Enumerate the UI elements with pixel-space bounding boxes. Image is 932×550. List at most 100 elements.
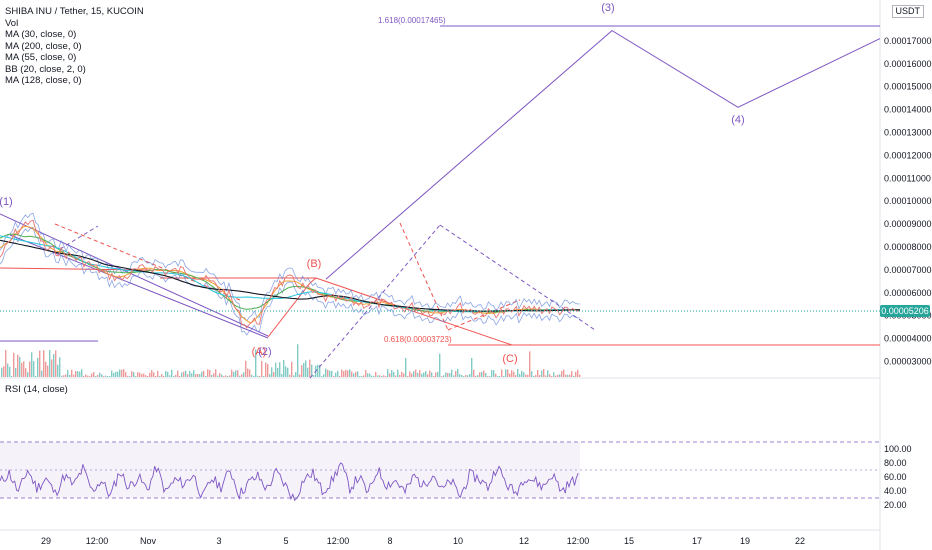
volume-bar <box>525 374 527 377</box>
volume-bar <box>87 375 89 377</box>
volume-bar <box>245 360 247 377</box>
volume-bar <box>419 370 421 377</box>
indicator-ma200[interactable]: MA (200, close, 0) <box>5 40 82 52</box>
volume-bar <box>409 371 411 377</box>
volume-bar <box>277 367 279 377</box>
volume-bar <box>303 363 305 377</box>
price-tick-label: 0.00013000 <box>884 128 932 138</box>
volume-bar <box>459 374 461 377</box>
volume-bar <box>333 376 335 377</box>
volume-bar <box>371 375 373 377</box>
currency-badge[interactable]: USDT <box>891 5 924 18</box>
volume-bar <box>357 371 359 377</box>
red-dashed-2 <box>399 222 449 331</box>
volume-bar <box>101 374 103 377</box>
volume-bar <box>291 361 293 377</box>
volume-bar <box>171 369 173 377</box>
volume-bar <box>31 352 33 377</box>
chart-legend[interactable]: SHIBA INU / Tether, 15, KUCOIN Vol MA (3… <box>5 6 144 87</box>
indicator-vol[interactable]: Vol <box>5 17 19 29</box>
price-tick-label: 0.00012000 <box>884 150 932 160</box>
volume-bar <box>553 372 555 377</box>
volume-bar <box>563 369 565 377</box>
volume-bar <box>343 371 345 377</box>
volume-bar <box>253 376 255 377</box>
volume-bar <box>353 373 355 377</box>
volume-bar <box>113 372 115 377</box>
volume-bar <box>531 371 533 377</box>
volume-bar <box>415 369 417 377</box>
volume-bar <box>47 365 49 377</box>
volume-bar <box>313 375 315 377</box>
volume-bar <box>293 375 295 377</box>
volume-bar <box>53 354 55 377</box>
volume-bar <box>41 370 43 377</box>
volume-bar <box>327 369 329 377</box>
volume-bar <box>49 350 51 377</box>
volume-bar <box>479 372 481 377</box>
volume-bar <box>91 373 93 377</box>
rsi-legend[interactable]: RSI (14, close) <box>5 384 68 395</box>
price-axis[interactable]: 0.000030000.000040000.000050000.00006000… <box>884 36 932 367</box>
price-tick-label: 0.00011000 <box>884 173 931 183</box>
red-dashed-3 <box>447 299 521 331</box>
time-tick-label: 12:00 <box>327 536 350 546</box>
volume-bar <box>123 369 125 377</box>
volume-bar <box>131 371 133 377</box>
volume-bar <box>69 375 71 377</box>
ma55-line <box>0 233 581 313</box>
bb-lower-line <box>0 226 581 336</box>
volume-bar <box>523 372 525 377</box>
indicator-ma30[interactable]: MA (30, close, 0) <box>5 29 77 40</box>
volume-bar <box>257 375 259 377</box>
volume-bar <box>545 375 547 377</box>
symbol-title[interactable]: SHIBA INU / Tether, 15, KUCOIN <box>5 6 144 17</box>
volume-bar <box>217 375 219 377</box>
time-tick-label: 29 <box>41 536 51 546</box>
volume-bar <box>197 373 199 377</box>
volume-bar <box>135 376 137 377</box>
indicator-bb[interactable]: BB (20, close, 2, 0) <box>5 63 86 75</box>
volume-bar <box>349 369 351 377</box>
volume-bar <box>467 375 469 377</box>
wave-projection-line <box>325 29 881 280</box>
volume-bar <box>279 362 281 377</box>
price-tick-label: 0.00008000 <box>884 242 932 252</box>
time-axis[interactable]: 29 12:00 Nov 3 5 12:00 8 10 12 12:00 15 17 19 22 <box>41 536 805 546</box>
volume-bar <box>169 375 171 377</box>
volume-bar <box>337 370 339 377</box>
price-series <box>0 212 581 336</box>
volume-bar <box>359 376 361 377</box>
wave-label: (1) <box>0 196 13 208</box>
volume-bar <box>281 374 283 377</box>
rsi-axis[interactable]: 20.00 40.00 60.00 80.00 100.00 <box>884 444 912 510</box>
indicator-ma55[interactable]: MA (55, close, 0) <box>5 52 77 63</box>
volume-bar <box>423 372 425 377</box>
volume-bar <box>399 374 401 377</box>
volume-bar <box>487 375 489 377</box>
volume-bar <box>483 370 485 377</box>
volume-bar <box>391 370 393 377</box>
volume-bar <box>527 374 529 377</box>
volume-bar <box>207 369 209 377</box>
volume-bar <box>385 376 387 377</box>
volume-bar <box>119 369 121 377</box>
volume-bar <box>149 372 151 377</box>
volume-bar <box>177 370 179 377</box>
volume-bar <box>481 371 483 377</box>
volume-bar <box>201 371 203 377</box>
volume-bar <box>547 370 549 377</box>
volume-bar <box>499 376 501 377</box>
volume-bar <box>557 374 559 377</box>
volume-bar <box>405 358 407 377</box>
volume-bar <box>393 371 395 377</box>
volume-bar <box>347 370 349 377</box>
volume-bar <box>535 374 537 377</box>
volume-bar <box>437 371 439 377</box>
bb-upper-line <box>0 212 581 322</box>
indicator-ma128[interactable]: MA (128, close, 0) <box>5 75 82 86</box>
time-tick-label: Nov <box>140 536 157 546</box>
volume-bar <box>325 368 327 377</box>
volume-bar <box>203 370 205 377</box>
